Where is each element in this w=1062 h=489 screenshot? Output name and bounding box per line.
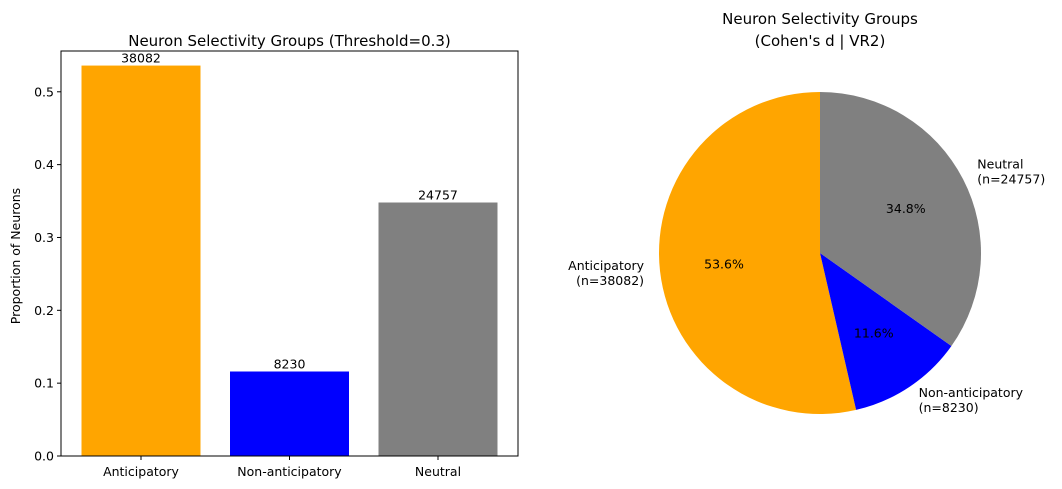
pie-category-label: Neutral (n=24757) <box>977 157 1045 187</box>
y-tick-label: 0.4 <box>34 157 54 172</box>
x-tick-label: Non-anticipatory <box>237 464 342 479</box>
bar-chart-title: Neuron Selectivity Groups (Threshold=0.3… <box>128 32 451 50</box>
pie-percent-label: 34.8% <box>886 201 926 216</box>
y-axis-label: Proportion of Neurons <box>8 188 23 324</box>
bar-count-label: 8230 <box>274 357 306 372</box>
pie-slice-non-anticipatory <box>820 253 952 410</box>
y-tick-label: 0.0 <box>34 449 54 464</box>
y-tick-label: 0.3 <box>34 230 54 245</box>
pie-chart-title-line-2: (Cohen's d | VR2) <box>755 32 886 50</box>
y-tick-label: 0.2 <box>34 303 54 318</box>
pie-slice-anticipatory <box>659 92 857 414</box>
plot-frame <box>60 50 519 457</box>
pie-chart: Neuron Selectivity Groups (Cohen's d | V… <box>568 10 1045 415</box>
pie-marks: 53.6% Anticipatory (n=38082) 11.6% Non-antic… <box>568 91 1045 415</box>
pie-slice-neutral <box>820 91 981 346</box>
bar-chart: Neuron Selectivity Groups (Threshold=0.3… <box>8 32 519 479</box>
y-tick-label: 0.5 <box>34 84 54 99</box>
x-tick-label: Neutral <box>415 464 461 479</box>
y-axis-ticks: 0.0 0.1 0.2 0.3 0.4 0.5 <box>34 84 61 464</box>
pie-percent-label: 11.6% <box>854 326 894 341</box>
pie-category-label: Anticipatory (n=38082) <box>568 258 644 288</box>
pie-category-label: Non-anticipatory (n=8230) <box>919 385 1024 415</box>
bar-anticipatory <box>81 65 201 456</box>
bar-neutral <box>378 202 498 456</box>
bar-marks: 38082 8230 24757 <box>81 51 498 456</box>
y-tick-label: 0.1 <box>34 376 54 391</box>
x-axis-ticks: Anticipatory Non-anticipatory Neutral <box>103 456 461 479</box>
pie-chart-title-line-1: Neuron Selectivity Groups <box>722 10 918 28</box>
pie-percent-label: 53.6% <box>704 256 744 271</box>
bar-count-label: 38082 <box>121 51 161 66</box>
bar-non-anticipatory <box>230 371 349 456</box>
bar-count-label: 24757 <box>418 188 458 203</box>
x-tick-label: Anticipatory <box>103 464 179 479</box>
